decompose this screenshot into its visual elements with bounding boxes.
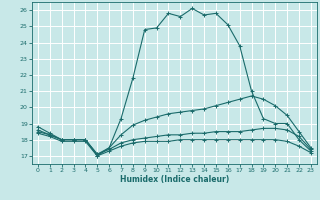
X-axis label: Humidex (Indice chaleur): Humidex (Indice chaleur)	[120, 175, 229, 184]
